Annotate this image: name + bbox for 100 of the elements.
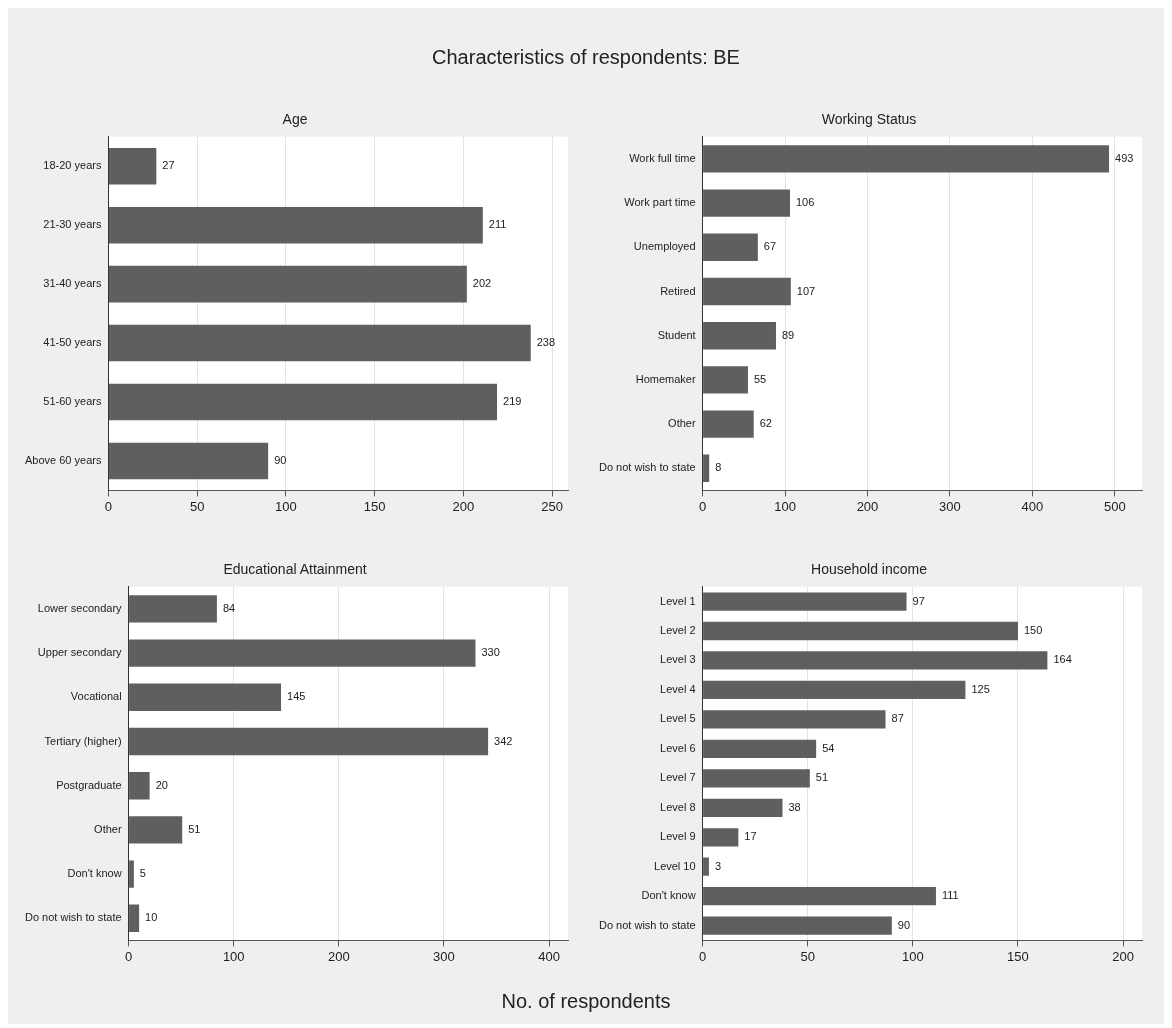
y-tick-label: Level 6 bbox=[660, 741, 696, 754]
bar bbox=[703, 454, 710, 482]
x-tick-label: 200 bbox=[856, 498, 879, 514]
bar bbox=[129, 772, 150, 800]
data-label: 38 bbox=[788, 800, 801, 813]
data-label: 90 bbox=[897, 918, 911, 931]
x-tick-label: 150 bbox=[363, 498, 386, 514]
data-label: 219 bbox=[503, 395, 522, 408]
y-tick-label: Vocational bbox=[70, 690, 122, 703]
bar bbox=[129, 860, 134, 888]
data-label: 62 bbox=[759, 417, 772, 430]
y-tick-label: Other bbox=[668, 417, 696, 430]
x-tick-label: 0 bbox=[698, 498, 707, 514]
bar bbox=[703, 887, 936, 906]
bar bbox=[129, 595, 217, 623]
y-tick-label: Upper secondary bbox=[37, 646, 123, 659]
bar bbox=[703, 916, 892, 935]
data-label: 3 bbox=[714, 859, 722, 872]
bar bbox=[108, 324, 531, 362]
y-tick-label: Level 2 bbox=[660, 624, 696, 637]
data-label: 150 bbox=[1023, 624, 1043, 637]
bar bbox=[129, 904, 140, 932]
y-tick-label: Level 8 bbox=[660, 800, 696, 813]
x-tick-label: 300 bbox=[433, 948, 455, 964]
data-label: 125 bbox=[971, 682, 990, 695]
y-tick-label: Level 5 bbox=[660, 712, 696, 725]
data-label: 67 bbox=[763, 240, 777, 253]
bar bbox=[129, 639, 476, 667]
text: No. of respondents bbox=[500, 990, 672, 1013]
x-tick-label: 200 bbox=[452, 498, 475, 514]
bar bbox=[703, 710, 886, 729]
bar bbox=[703, 410, 754, 438]
x-tick-label: 100 bbox=[901, 948, 924, 964]
data-label: 238 bbox=[536, 336, 556, 349]
bar bbox=[703, 798, 783, 817]
y-tick-label: 31-40 years bbox=[43, 277, 102, 290]
data-label: 55 bbox=[753, 372, 767, 385]
y-tick-label: Do not wish to state bbox=[599, 461, 696, 474]
y-tick-label: Above 60 years bbox=[25, 453, 102, 466]
bar bbox=[108, 206, 483, 244]
data-label: 8 bbox=[715, 461, 722, 474]
y-tick-label: Student bbox=[657, 328, 696, 341]
bar bbox=[703, 322, 776, 350]
text: Characteristics of respondents: BE bbox=[431, 46, 741, 69]
x-tick-label: 100 bbox=[774, 498, 796, 514]
data-label: 164 bbox=[1053, 653, 1072, 666]
bar bbox=[703, 828, 739, 847]
y-tick-label: Do not wish to state bbox=[25, 911, 122, 924]
data-label: 10 bbox=[145, 911, 158, 924]
y-tick-label: Work full time bbox=[629, 151, 696, 164]
bar bbox=[108, 148, 157, 185]
bar bbox=[703, 189, 790, 217]
x-tick-label: 400 bbox=[1021, 498, 1044, 514]
bar bbox=[703, 366, 748, 394]
y-tick-label: Do not wish to state bbox=[599, 918, 696, 931]
bar bbox=[108, 442, 269, 480]
x-tick-label: 100 bbox=[222, 948, 245, 964]
y-tick-label: Unemployed bbox=[633, 240, 696, 253]
data-label: 51 bbox=[815, 771, 829, 784]
bar bbox=[703, 857, 709, 876]
data-label: 51 bbox=[188, 822, 201, 835]
x-tick-label: 200 bbox=[327, 948, 350, 964]
y-tick-label: Homemaker bbox=[635, 372, 696, 385]
x-tick-label: 300 bbox=[939, 498, 961, 514]
y-tick-label: Tertiary (higher) bbox=[44, 734, 122, 747]
y-tick-label: Level 7 bbox=[660, 771, 696, 784]
data-label: 27 bbox=[162, 159, 175, 172]
data-label: 106 bbox=[795, 196, 815, 209]
bar bbox=[129, 683, 282, 711]
x-tick-label: 50 bbox=[800, 948, 815, 964]
data-label: 89 bbox=[781, 328, 795, 341]
bar bbox=[703, 769, 810, 788]
y-tick-label: Lower secondary bbox=[37, 601, 123, 614]
data-label: 145 bbox=[287, 690, 306, 703]
y-tick-label: Retired bbox=[660, 284, 696, 297]
data-label: 84 bbox=[222, 601, 236, 614]
bar bbox=[703, 651, 1048, 670]
data-label: 90 bbox=[274, 453, 287, 466]
bar bbox=[703, 233, 758, 261]
y-tick-label: 41-50 years bbox=[43, 336, 102, 349]
bar bbox=[108, 265, 467, 303]
bar bbox=[703, 621, 1018, 641]
x-tick-label: 150 bbox=[1007, 948, 1029, 964]
chart-title: Age bbox=[282, 111, 308, 128]
x-tick-label: 100 bbox=[275, 498, 297, 514]
x-tick-label: 200 bbox=[1112, 948, 1134, 964]
chart-title: Educational Attainment bbox=[223, 561, 367, 578]
data-label: 330 bbox=[481, 646, 500, 659]
y-tick-label: 21-30 years bbox=[43, 218, 102, 231]
data-label: 54 bbox=[822, 741, 835, 754]
x-tick-label: 400 bbox=[538, 948, 560, 964]
data-label: 493 bbox=[1115, 151, 1134, 164]
y-tick-label: 51-60 years bbox=[43, 395, 102, 408]
data-label: 97 bbox=[912, 594, 925, 607]
y-tick-label: Level 10 bbox=[654, 859, 696, 872]
x-tick-label: 50 bbox=[189, 498, 205, 514]
data-label: 202 bbox=[472, 277, 492, 290]
data-label: 111 bbox=[941, 889, 959, 902]
y-tick-label: Don't know bbox=[67, 867, 122, 880]
data-label: 211 bbox=[488, 218, 507, 231]
